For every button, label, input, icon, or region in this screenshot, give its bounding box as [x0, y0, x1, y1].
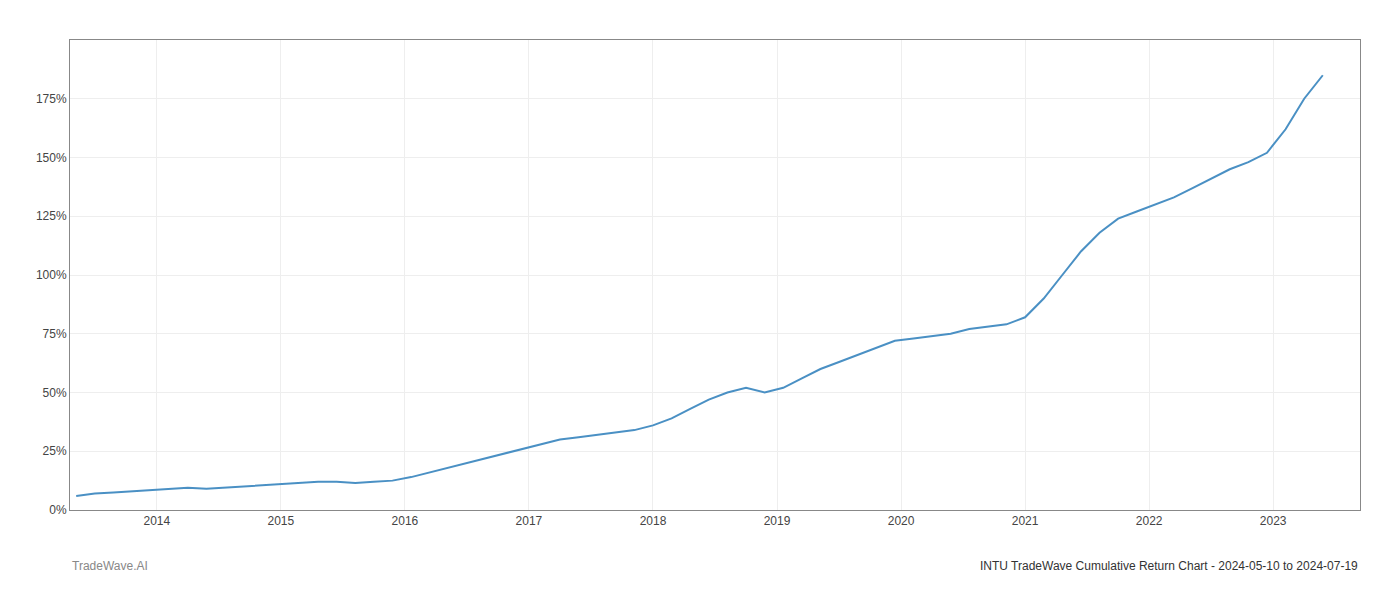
svg-text:0%: 0%: [49, 503, 67, 517]
svg-text:2016: 2016: [392, 514, 419, 528]
svg-text:125%: 125%: [36, 209, 67, 223]
svg-text:INTU TradeWave Cumulative Retu: INTU TradeWave Cumulative Return Chart -…: [980, 559, 1358, 573]
svg-text:2023: 2023: [1260, 514, 1287, 528]
svg-text:2022: 2022: [1136, 514, 1163, 528]
svg-text:2020: 2020: [888, 514, 915, 528]
svg-text:50%: 50%: [43, 386, 67, 400]
svg-text:2017: 2017: [516, 514, 543, 528]
svg-text:2018: 2018: [640, 514, 667, 528]
svg-text:TradeWave.AI: TradeWave.AI: [72, 559, 148, 573]
svg-text:100%: 100%: [36, 268, 67, 282]
svg-text:150%: 150%: [36, 151, 67, 165]
svg-text:2021: 2021: [1012, 514, 1039, 528]
svg-text:75%: 75%: [43, 327, 67, 341]
svg-text:2019: 2019: [764, 514, 791, 528]
svg-text:175%: 175%: [36, 92, 67, 106]
svg-text:25%: 25%: [43, 444, 67, 458]
svg-text:2015: 2015: [268, 514, 295, 528]
svg-text:2014: 2014: [143, 514, 170, 528]
